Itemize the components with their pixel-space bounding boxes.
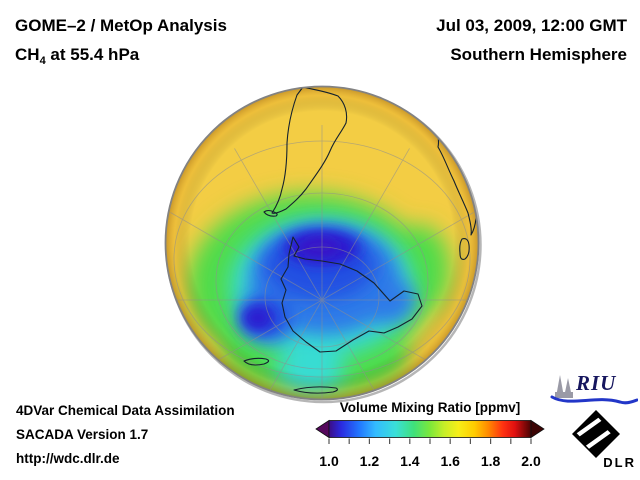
- credits-block: 4DVar Chemical Data Assimilation SACADA …: [16, 399, 235, 471]
- dlr-logo-text: DLR: [603, 455, 636, 470]
- colorbar-over-arrow: [530, 419, 545, 439]
- colorbar-under-arrow: [315, 419, 330, 439]
- coastline-tierra-del-fuego: [263, 209, 278, 217]
- colorbar-gradient: [328, 420, 532, 438]
- globe-rim: [164, 85, 480, 401]
- tick-label: 1.0: [319, 453, 339, 469]
- colorbar-title: Volume Mixing Ratio [ppmv]: [339, 400, 521, 415]
- credits-url: http://wdc.dlr.de: [16, 451, 120, 466]
- dlr-emblem-icon: [572, 410, 620, 458]
- credits-line2: SACADA Version 1.7: [16, 427, 149, 442]
- graticule: [165, 125, 479, 400]
- tick-label: 1.8: [480, 453, 501, 469]
- colorbar-ticks: [328, 438, 532, 444]
- date-hemisphere-block: Jul 03, 2009, 12:00 GMT Southern Hemisph…: [436, 11, 627, 69]
- riu-logo-text: RIU: [576, 371, 617, 395]
- hemisphere-label: Southern Hemisphere: [450, 45, 627, 64]
- analysis-title-line2: CH4 at 55.4 hPa: [15, 45, 140, 67]
- colorbar: [315, 419, 545, 444]
- colorbar-block: Volume Mixing Ratio [ppmv]: [315, 400, 545, 469]
- riu-cathedral-icon: [555, 375, 573, 398]
- riu-wave-icon: [550, 395, 638, 405]
- globe-map: [160, 81, 484, 405]
- chem-subscript: 4: [39, 55, 46, 67]
- analysis-title-block: GOME–2 / MetOp Analysis CH4 at 55.4 hPa: [15, 11, 227, 76]
- globe-svg: [164, 85, 482, 404]
- tick-label: 1.4: [400, 453, 420, 469]
- analysis-title-line1: GOME–2 / MetOp Analysis: [15, 16, 227, 35]
- dlr-logo: DLR: [560, 410, 638, 470]
- coastline-madagascar: [459, 238, 470, 260]
- riu-logo: RIU: [550, 371, 638, 409]
- coastline-antarctica: [280, 236, 423, 353]
- tick-label: 2.0: [521, 453, 541, 469]
- coastline-new-zealand-south: [243, 357, 270, 366]
- credits-line1: 4DVar Chemical Data Assimilation: [16, 403, 235, 418]
- coastline-south-america: [271, 86, 348, 214]
- coastline-new-zealand-north: [293, 386, 339, 394]
- colorbar-tick-labels: 1.0 1.2 1.4 1.6 1.8 2.0: [315, 453, 545, 469]
- timestamp-label: Jul 03, 2009, 12:00 GMT: [436, 16, 627, 35]
- tick-label: 1.6: [440, 453, 460, 469]
- tick-label: 1.2: [359, 453, 380, 469]
